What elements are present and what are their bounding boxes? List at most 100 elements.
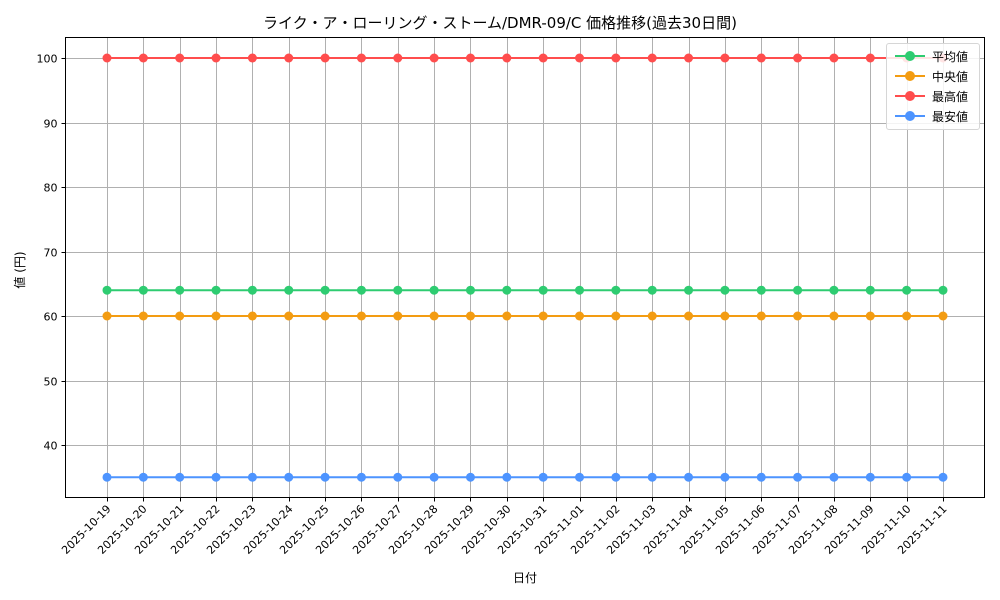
- data-point-marker: [175, 285, 185, 295]
- data-point-marker: [429, 285, 439, 295]
- data-point-marker: [429, 472, 439, 482]
- grid-lines: [65, 37, 985, 498]
- y-tick-label: 80: [44, 182, 58, 195]
- data-point-marker: [865, 311, 875, 321]
- data-point-marker: [247, 53, 257, 63]
- data-point-marker: [175, 311, 185, 321]
- data-point-marker: [611, 53, 621, 63]
- data-point-marker: [356, 53, 366, 63]
- data-point-marker: [247, 285, 257, 295]
- data-point-marker: [684, 53, 694, 63]
- data-point-marker: [902, 285, 912, 295]
- data-point-marker: [756, 53, 766, 63]
- data-series: [102, 53, 948, 482]
- data-point-marker: [393, 285, 403, 295]
- legend-item: 最高値: [887, 86, 979, 106]
- data-point-marker: [102, 285, 112, 295]
- data-point-marker: [465, 285, 475, 295]
- legend-label: 中央値: [932, 70, 969, 84]
- data-point-marker: [938, 311, 948, 321]
- data-point-marker: [611, 285, 621, 295]
- y-tick-label: 40: [44, 440, 58, 453]
- legend-item: 中央値: [887, 66, 979, 86]
- x-axis-ticks: 2025-10-192025-10-202025-10-212025-10-22…: [59, 497, 950, 557]
- chart-title: ライク・ア・ローリング・ストーム/DMR-09/C 価格推移(過去30日間): [263, 14, 737, 32]
- data-point-marker: [720, 472, 730, 482]
- data-point-marker: [865, 472, 875, 482]
- legend-label: 最安値: [932, 110, 969, 124]
- data-point-marker: [247, 311, 257, 321]
- data-point-marker: [938, 472, 948, 482]
- data-point-marker: [102, 472, 112, 482]
- legend-item: 最安値: [887, 106, 979, 126]
- legend-marker-icon: [905, 71, 915, 81]
- data-point-marker: [684, 311, 694, 321]
- data-point-marker: [793, 311, 803, 321]
- data-point-marker: [465, 53, 475, 63]
- data-point-marker: [575, 285, 585, 295]
- data-point-marker: [138, 472, 148, 482]
- data-point-marker: [829, 472, 839, 482]
- data-point-marker: [465, 472, 475, 482]
- data-point-marker: [647, 285, 657, 295]
- data-point-marker: [284, 285, 294, 295]
- data-point-marker: [320, 285, 330, 295]
- data-point-marker: [247, 472, 257, 482]
- data-point-marker: [902, 311, 912, 321]
- series-line: [102, 53, 948, 63]
- data-point-marker: [356, 472, 366, 482]
- legend: 平均値中央値最高値最安値: [886, 43, 980, 130]
- plot-frame: [65, 37, 985, 498]
- data-point-marker: [938, 285, 948, 295]
- data-point-marker: [284, 53, 294, 63]
- data-point-marker: [829, 53, 839, 63]
- data-point-marker: [102, 311, 112, 321]
- data-point-marker: [211, 311, 221, 321]
- legend-marker-icon: [905, 51, 915, 61]
- data-point-marker: [502, 285, 512, 295]
- data-point-marker: [393, 311, 403, 321]
- legend-marker-icon: [905, 111, 915, 121]
- y-tick-label: 50: [44, 376, 58, 389]
- data-point-marker: [138, 311, 148, 321]
- data-point-marker: [756, 285, 766, 295]
- data-point-marker: [829, 285, 839, 295]
- data-point-marker: [356, 285, 366, 295]
- data-point-marker: [575, 311, 585, 321]
- data-point-marker: [502, 53, 512, 63]
- data-point-marker: [793, 285, 803, 295]
- data-point-marker: [829, 311, 839, 321]
- data-point-marker: [175, 472, 185, 482]
- data-point-marker: [320, 472, 330, 482]
- data-point-marker: [393, 53, 403, 63]
- data-point-marker: [647, 53, 657, 63]
- legend-item: 平均値: [887, 46, 979, 66]
- data-point-marker: [538, 53, 548, 63]
- data-point-marker: [720, 311, 730, 321]
- data-point-marker: [647, 472, 657, 482]
- data-point-marker: [465, 311, 475, 321]
- data-point-marker: [793, 472, 803, 482]
- data-point-marker: [684, 285, 694, 295]
- series-line: [102, 285, 948, 295]
- data-point-marker: [684, 472, 694, 482]
- data-point-marker: [902, 472, 912, 482]
- data-point-marker: [720, 285, 730, 295]
- data-point-marker: [502, 472, 512, 482]
- legend-label: 平均値: [932, 50, 969, 64]
- y-axis-label: 値 (円): [12, 251, 27, 288]
- data-point-marker: [575, 472, 585, 482]
- y-tick-label: 90: [44, 118, 58, 131]
- y-axis-ticks: 40 50 60 70 80 90 100: [37, 53, 66, 453]
- data-point-marker: [720, 53, 730, 63]
- data-point-marker: [211, 285, 221, 295]
- data-point-marker: [175, 53, 185, 63]
- x-axis-label: 日付: [513, 571, 537, 585]
- data-point-marker: [611, 472, 621, 482]
- legend-label: 最高値: [932, 90, 969, 104]
- data-point-marker: [320, 311, 330, 321]
- data-point-marker: [284, 472, 294, 482]
- data-point-marker: [756, 472, 766, 482]
- data-point-marker: [647, 311, 657, 321]
